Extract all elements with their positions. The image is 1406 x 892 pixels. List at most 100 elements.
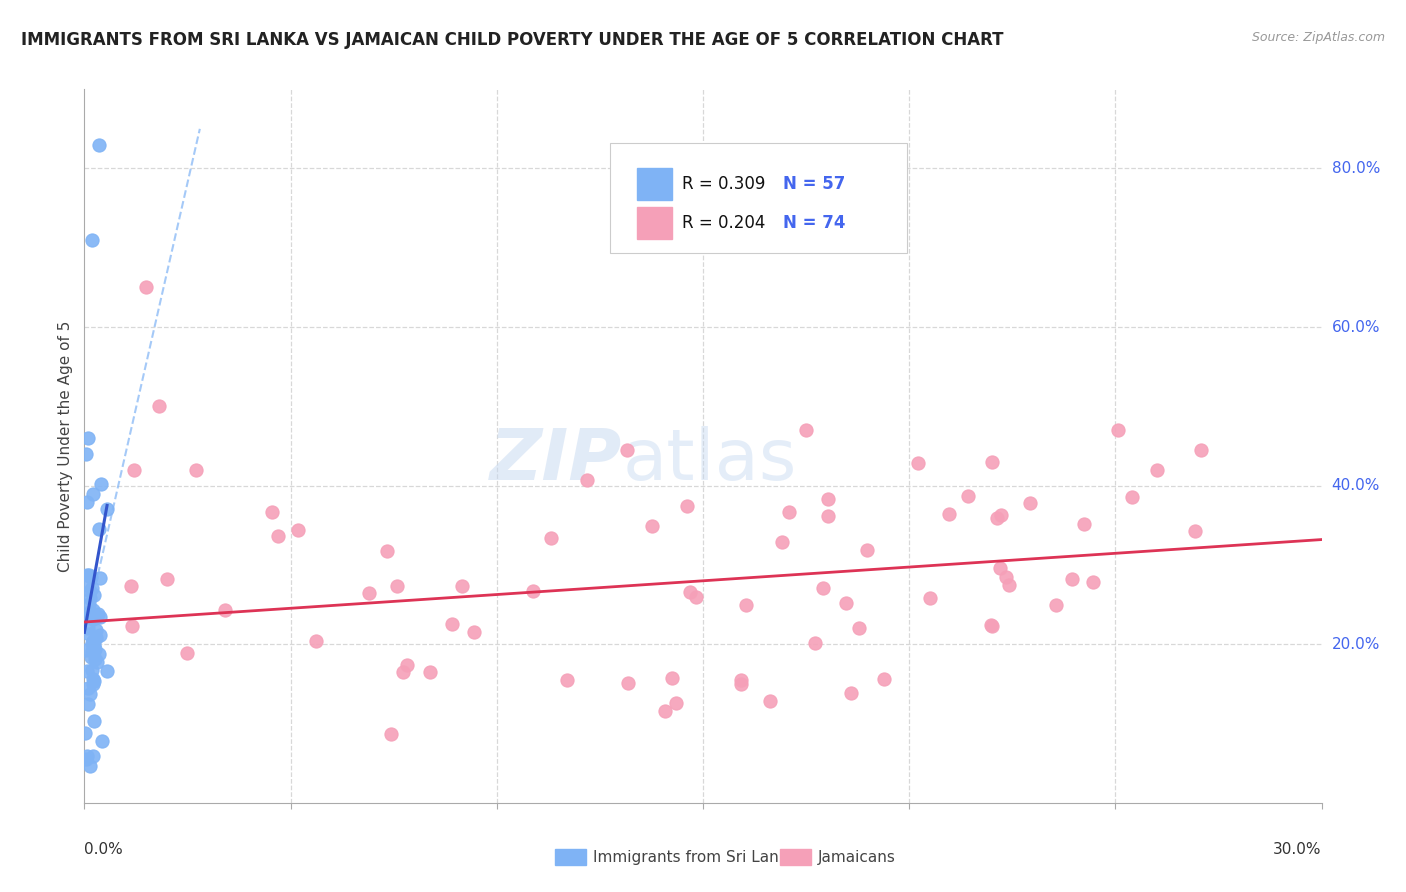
Point <box>392 665 415 679</box>
Point <box>267 528 290 542</box>
Point <box>980 455 1002 469</box>
Point <box>79 591 101 605</box>
Point <box>759 694 782 708</box>
Point <box>76 697 98 711</box>
Point <box>957 490 980 504</box>
Point <box>89 628 111 642</box>
Point <box>80 233 103 247</box>
Point <box>82 487 104 501</box>
Text: IMMIGRANTS FROM SRI LANKA VS JAMAICAN CHILD POVERTY UNDER THE AGE OF 5 CORRELATI: IMMIGRANTS FROM SRI LANKA VS JAMAICAN CH… <box>21 31 1004 49</box>
Point <box>214 603 236 617</box>
Point <box>84 623 107 637</box>
Point <box>75 752 97 766</box>
Text: 30.0%: 30.0% <box>1274 842 1322 857</box>
Point <box>91 733 114 747</box>
Point <box>1019 496 1042 510</box>
Point <box>176 646 198 660</box>
Point <box>80 581 103 595</box>
Y-axis label: Child Poverty Under the Age of 5: Child Poverty Under the Age of 5 <box>58 320 73 572</box>
Point <box>76 494 98 508</box>
Text: N = 57: N = 57 <box>783 175 846 193</box>
Point <box>576 473 599 487</box>
Point <box>120 579 142 593</box>
FancyBboxPatch shape <box>610 143 907 253</box>
Point <box>83 642 105 657</box>
Point <box>135 280 157 294</box>
Point <box>82 672 104 686</box>
Point <box>84 632 107 646</box>
Point <box>76 664 98 678</box>
Text: Immigrants from Sri Lanka: Immigrants from Sri Lanka <box>593 850 797 864</box>
Point <box>990 508 1012 523</box>
Point <box>77 597 100 611</box>
Point <box>804 636 827 650</box>
Text: Source: ZipAtlas.com: Source: ZipAtlas.com <box>1251 31 1385 45</box>
Text: R = 0.309: R = 0.309 <box>682 175 765 193</box>
Point <box>938 507 960 521</box>
Point <box>83 714 105 728</box>
Point <box>907 456 929 470</box>
Point <box>82 634 104 648</box>
Point <box>156 572 179 586</box>
Point <box>82 635 104 649</box>
Point <box>96 501 118 516</box>
Point <box>1121 490 1143 504</box>
Point <box>1184 524 1206 538</box>
FancyBboxPatch shape <box>637 207 672 239</box>
Point <box>83 588 105 602</box>
Point <box>998 578 1021 592</box>
Point <box>522 584 544 599</box>
Text: 40.0%: 40.0% <box>1331 478 1379 493</box>
Point <box>82 749 104 764</box>
Point <box>76 431 98 445</box>
Point <box>76 567 98 582</box>
Text: 60.0%: 60.0% <box>1331 319 1381 334</box>
Point <box>848 621 870 635</box>
Point <box>441 617 464 632</box>
Point <box>75 447 97 461</box>
Point <box>260 505 283 519</box>
Text: Jamaicans: Jamaicans <box>818 850 896 864</box>
Point <box>79 687 101 701</box>
Point <box>79 605 101 619</box>
Point <box>730 677 752 691</box>
Point <box>184 463 207 477</box>
Point <box>87 522 110 536</box>
Point <box>89 610 111 624</box>
Point <box>980 618 1002 632</box>
Point <box>86 655 108 669</box>
Point <box>419 665 441 680</box>
Point <box>654 705 676 719</box>
Point <box>986 510 1008 524</box>
Point <box>811 581 834 595</box>
Point <box>82 603 104 617</box>
Point <box>84 610 107 624</box>
Point <box>75 726 97 740</box>
Point <box>839 686 862 700</box>
Point <box>76 748 98 763</box>
Point <box>380 727 402 741</box>
Text: ZIP: ZIP <box>491 425 623 495</box>
Point <box>87 607 110 622</box>
Point <box>540 531 562 545</box>
Point <box>817 491 839 506</box>
Point <box>396 658 419 673</box>
Point <box>82 644 104 658</box>
Text: 20.0%: 20.0% <box>1331 637 1379 652</box>
Point <box>920 591 942 606</box>
Point <box>685 590 707 604</box>
Point <box>661 671 683 685</box>
Point <box>617 676 640 690</box>
Point <box>1081 575 1104 590</box>
Point <box>1073 517 1095 532</box>
Point <box>82 677 104 691</box>
Point <box>730 673 752 688</box>
Point <box>1146 463 1168 477</box>
Text: 0.0%: 0.0% <box>84 842 124 857</box>
Point <box>981 618 1004 632</box>
Point <box>1107 423 1129 437</box>
Point <box>375 544 398 558</box>
Point <box>988 561 1011 575</box>
Point <box>679 585 702 599</box>
Point <box>287 524 309 538</box>
